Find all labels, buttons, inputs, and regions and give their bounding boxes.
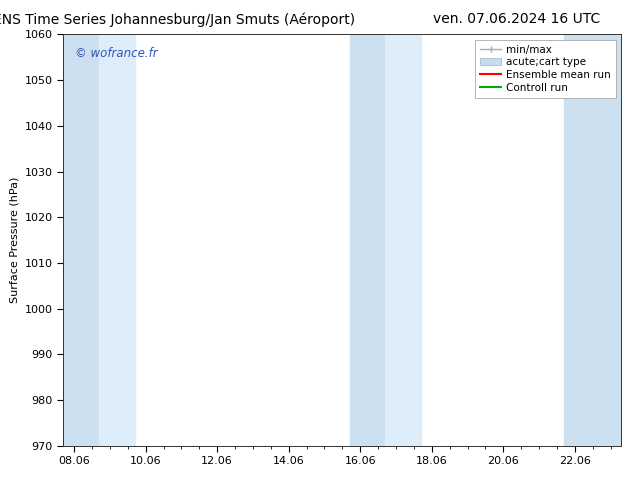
Text: ven. 07.06.2024 16 UTC: ven. 07.06.2024 16 UTC	[433, 12, 600, 26]
Bar	[99, 34, 135, 446]
Y-axis label: Surface Pressure (hPa): Surface Pressure (hPa)	[10, 177, 19, 303]
Legend: min/max, acute;cart type, Ensemble mean run, Controll run: min/max, acute;cart type, Ensemble mean …	[475, 40, 616, 98]
Text: ENS Time Series Johannesburg/Jan Smuts (Aéroport): ENS Time Series Johannesburg/Jan Smuts (…	[0, 12, 356, 27]
Bar	[564, 34, 621, 446]
Bar	[349, 34, 385, 446]
Bar	[63, 34, 99, 446]
Bar	[385, 34, 421, 446]
Text: © wofrance.fr: © wofrance.fr	[75, 47, 157, 60]
